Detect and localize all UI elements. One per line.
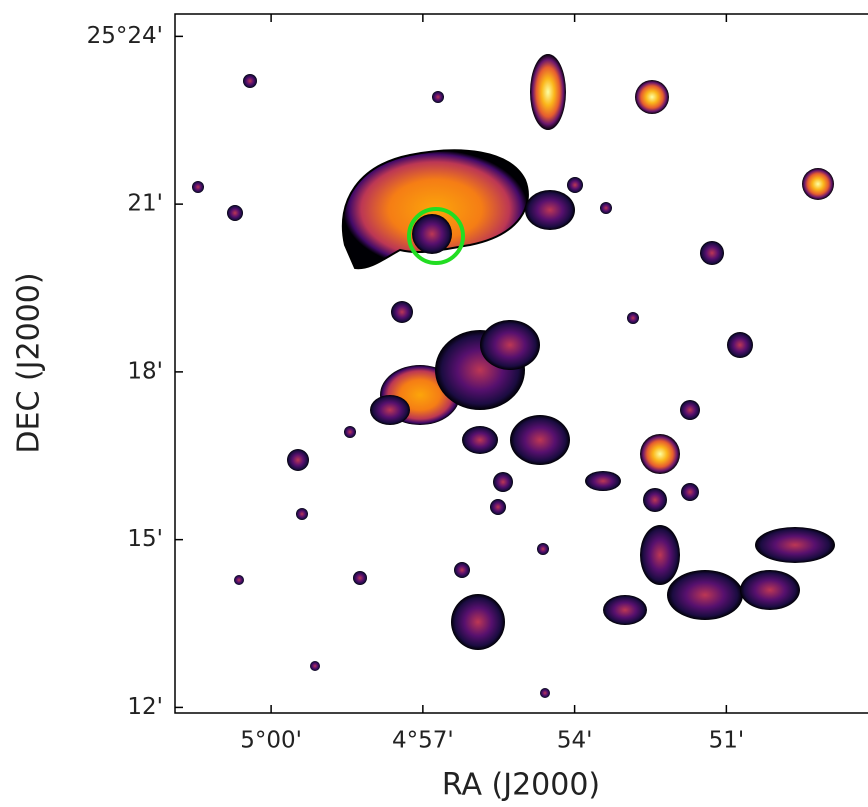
- x-axis-label: RA (J2000): [442, 768, 600, 803]
- y-tick-label: 15': [127, 526, 163, 552]
- y-tick-label: 12': [127, 694, 163, 720]
- y-tick-label: 25°24': [87, 23, 163, 49]
- y-tick-label: 18': [127, 358, 163, 384]
- y-axis-label: DEC (J2000): [12, 272, 47, 453]
- x-tick-label: 4°57': [392, 728, 454, 754]
- plot-frame: [174, 13, 868, 714]
- x-tick-label: 51': [709, 728, 745, 754]
- x-tick-label: 54': [557, 728, 593, 754]
- x-tick-label: 5°00': [240, 728, 302, 754]
- sky-image: [192, 54, 835, 698]
- y-tick-label: 21': [127, 191, 163, 217]
- target-circle: [407, 207, 465, 265]
